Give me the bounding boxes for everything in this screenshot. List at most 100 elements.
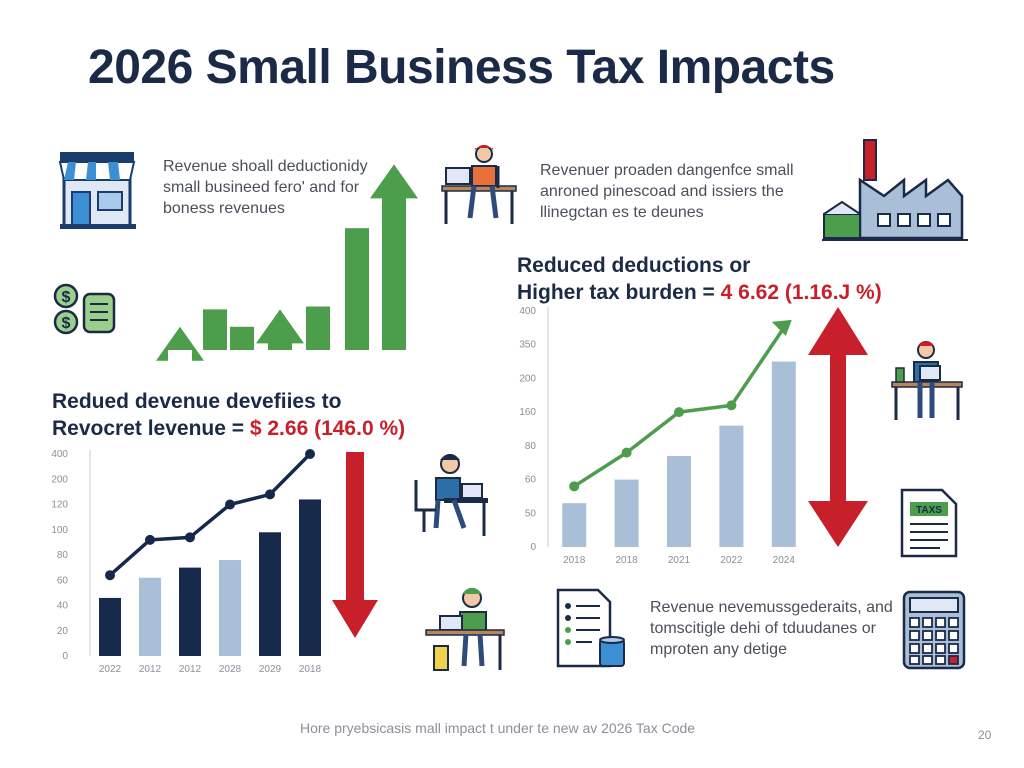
headline-line: Redued devenue devefiies to (52, 390, 342, 413)
chart-bar (719, 425, 744, 547)
x-tick-label: 2022 (720, 555, 743, 566)
y-tick-label: 200 (519, 373, 536, 384)
growth-arrow-bar (156, 326, 204, 361)
x-tick-label: 2012 (179, 664, 202, 675)
y-tick-label: 400 (519, 306, 536, 317)
trend-point (621, 447, 632, 458)
person-laptop-icon (425, 588, 505, 671)
y-tick-label: 400 (51, 449, 68, 460)
chart-bar (614, 479, 639, 547)
text-line: Revenuer proaden dangenfce small (540, 162, 794, 179)
y-tick-label: 0 (62, 651, 68, 662)
trend-line (108, 452, 312, 577)
headline-line: Revocret levenue = $ 2.66 (146.0 %) (52, 415, 405, 442)
x-tick-label: 2029 (259, 664, 282, 675)
text-line: anroned pinescoad and issiers the (540, 183, 784, 200)
text-line: tomscitigle dehi of tduudanes or (650, 620, 876, 637)
person-laptop-icon (414, 454, 488, 536)
x-tick-label: 2018 (299, 664, 322, 675)
person-laptop-icon (441, 145, 517, 224)
svg-text:$: $ (62, 289, 71, 306)
y-tick-label: 50 (525, 508, 537, 519)
trend-point (145, 534, 155, 545)
y-tick-label: 120 (51, 500, 68, 511)
page-number: 20 (978, 728, 992, 742)
trend-point (185, 532, 195, 543)
text-line: llinegctan es te deunes (540, 204, 704, 221)
headline-value: $ 2.66 (146.0 %) (249, 417, 406, 440)
headline-value: 4 6.62 (1.16.J %) (720, 281, 882, 304)
chart-bar (771, 361, 796, 547)
chart-bar (667, 455, 691, 547)
svg-text:$: $ (62, 315, 71, 332)
y-tick-label: 100 (51, 525, 68, 536)
person-laptop-icon (891, 341, 963, 420)
trend-arrowhead (771, 319, 792, 336)
page-title: 2026 Small Business Tax Impacts (88, 41, 835, 94)
y-tick-label: 200 (51, 474, 68, 485)
storefront-icon (58, 152, 136, 229)
right-headline: Reduced deductions or Higher tax burden … (517, 252, 882, 306)
growth-bar (203, 309, 227, 350)
headline-line: Reduced deductions or (517, 254, 751, 277)
left-headline: Redued devenue devefiies to Revocret lev… (52, 388, 405, 442)
factory-icon (822, 139, 968, 241)
y-tick-label: 60 (57, 575, 69, 586)
x-tick-label: 2018 (615, 555, 638, 566)
growth-arrow-bar (370, 164, 418, 350)
headline-line: Higher tax burden = 4 6.62 (1.16.J %) (517, 279, 882, 306)
growth-bar (345, 228, 369, 350)
chart-bar (179, 567, 201, 656)
trend-point (225, 499, 235, 510)
chart-bar (99, 597, 121, 656)
trend-point (305, 449, 315, 459)
calculator-icon (902, 590, 966, 670)
x-tick-label: 2028 (219, 664, 242, 675)
chart-bar (259, 532, 281, 656)
growth-bar (306, 306, 330, 350)
tax-document-icon: TAXS (900, 488, 958, 558)
growth-arrow-bar (256, 309, 304, 350)
y-tick-label: 0 (530, 542, 536, 553)
trend-point (569, 481, 580, 492)
bottom-right-text: Revenue nevemussgederaits, and tomscitig… (650, 597, 893, 660)
chart-bar (219, 560, 241, 656)
top-right-text: Revenuer proaden dangenfce small anroned… (540, 160, 794, 223)
x-tick-label: 2022 (99, 664, 122, 675)
headline-label: Higher tax burden = (517, 281, 721, 304)
double-arrow (808, 307, 868, 547)
trend-point (265, 489, 275, 500)
text-line: Revenue shoall deductionidy (163, 158, 368, 175)
trend-point (726, 400, 737, 411)
footer-caption: Hore pryebsicasis mall impact t under te… (300, 720, 696, 736)
x-tick-label: 2012 (139, 664, 162, 675)
y-tick-label: 80 (57, 550, 69, 561)
money-stack-icon: $ $ (53, 283, 116, 335)
growth-bar (230, 326, 254, 350)
text-line: mproten any detige (650, 641, 787, 658)
chart-bar (139, 577, 161, 656)
down-arrow (332, 452, 378, 638)
x-tick-label: 2024 (773, 555, 796, 566)
y-tick-label: 60 (525, 475, 537, 486)
y-tick-label: 350 (519, 340, 536, 351)
checklist-icon (556, 588, 625, 668)
y-tick-label: 160 (519, 407, 536, 418)
y-tick-label: 40 (57, 601, 69, 612)
trend-point (674, 407, 684, 418)
x-tick-label: 2021 (668, 555, 691, 566)
chart-bar (562, 503, 587, 547)
trend-point (105, 570, 115, 581)
growth-bar-chart (156, 164, 418, 361)
text-line: small busineed fero' and for (163, 179, 360, 196)
y-tick-label: 80 (525, 441, 537, 452)
headline-label: Revocret levenue = (52, 417, 250, 440)
right-bar-line-chart: 400 350 200 160 80 60 50 0 2018 2018 2021 2022 2024 (519, 306, 868, 566)
chart-bar (299, 499, 321, 656)
x-tick-label: 2018 (563, 555, 586, 566)
svg-text:TAXS: TAXS (916, 505, 942, 516)
y-tick-label: 20 (57, 626, 69, 637)
text-line: boness revenues (163, 200, 285, 217)
top-left-text: Revenue shoall deductionidy small busine… (163, 156, 368, 219)
